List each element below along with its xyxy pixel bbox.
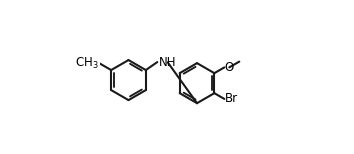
Text: CH$_3$: CH$_3$	[75, 56, 98, 71]
Text: O: O	[225, 61, 234, 74]
Text: Br: Br	[225, 92, 238, 105]
Text: NH: NH	[159, 56, 176, 69]
